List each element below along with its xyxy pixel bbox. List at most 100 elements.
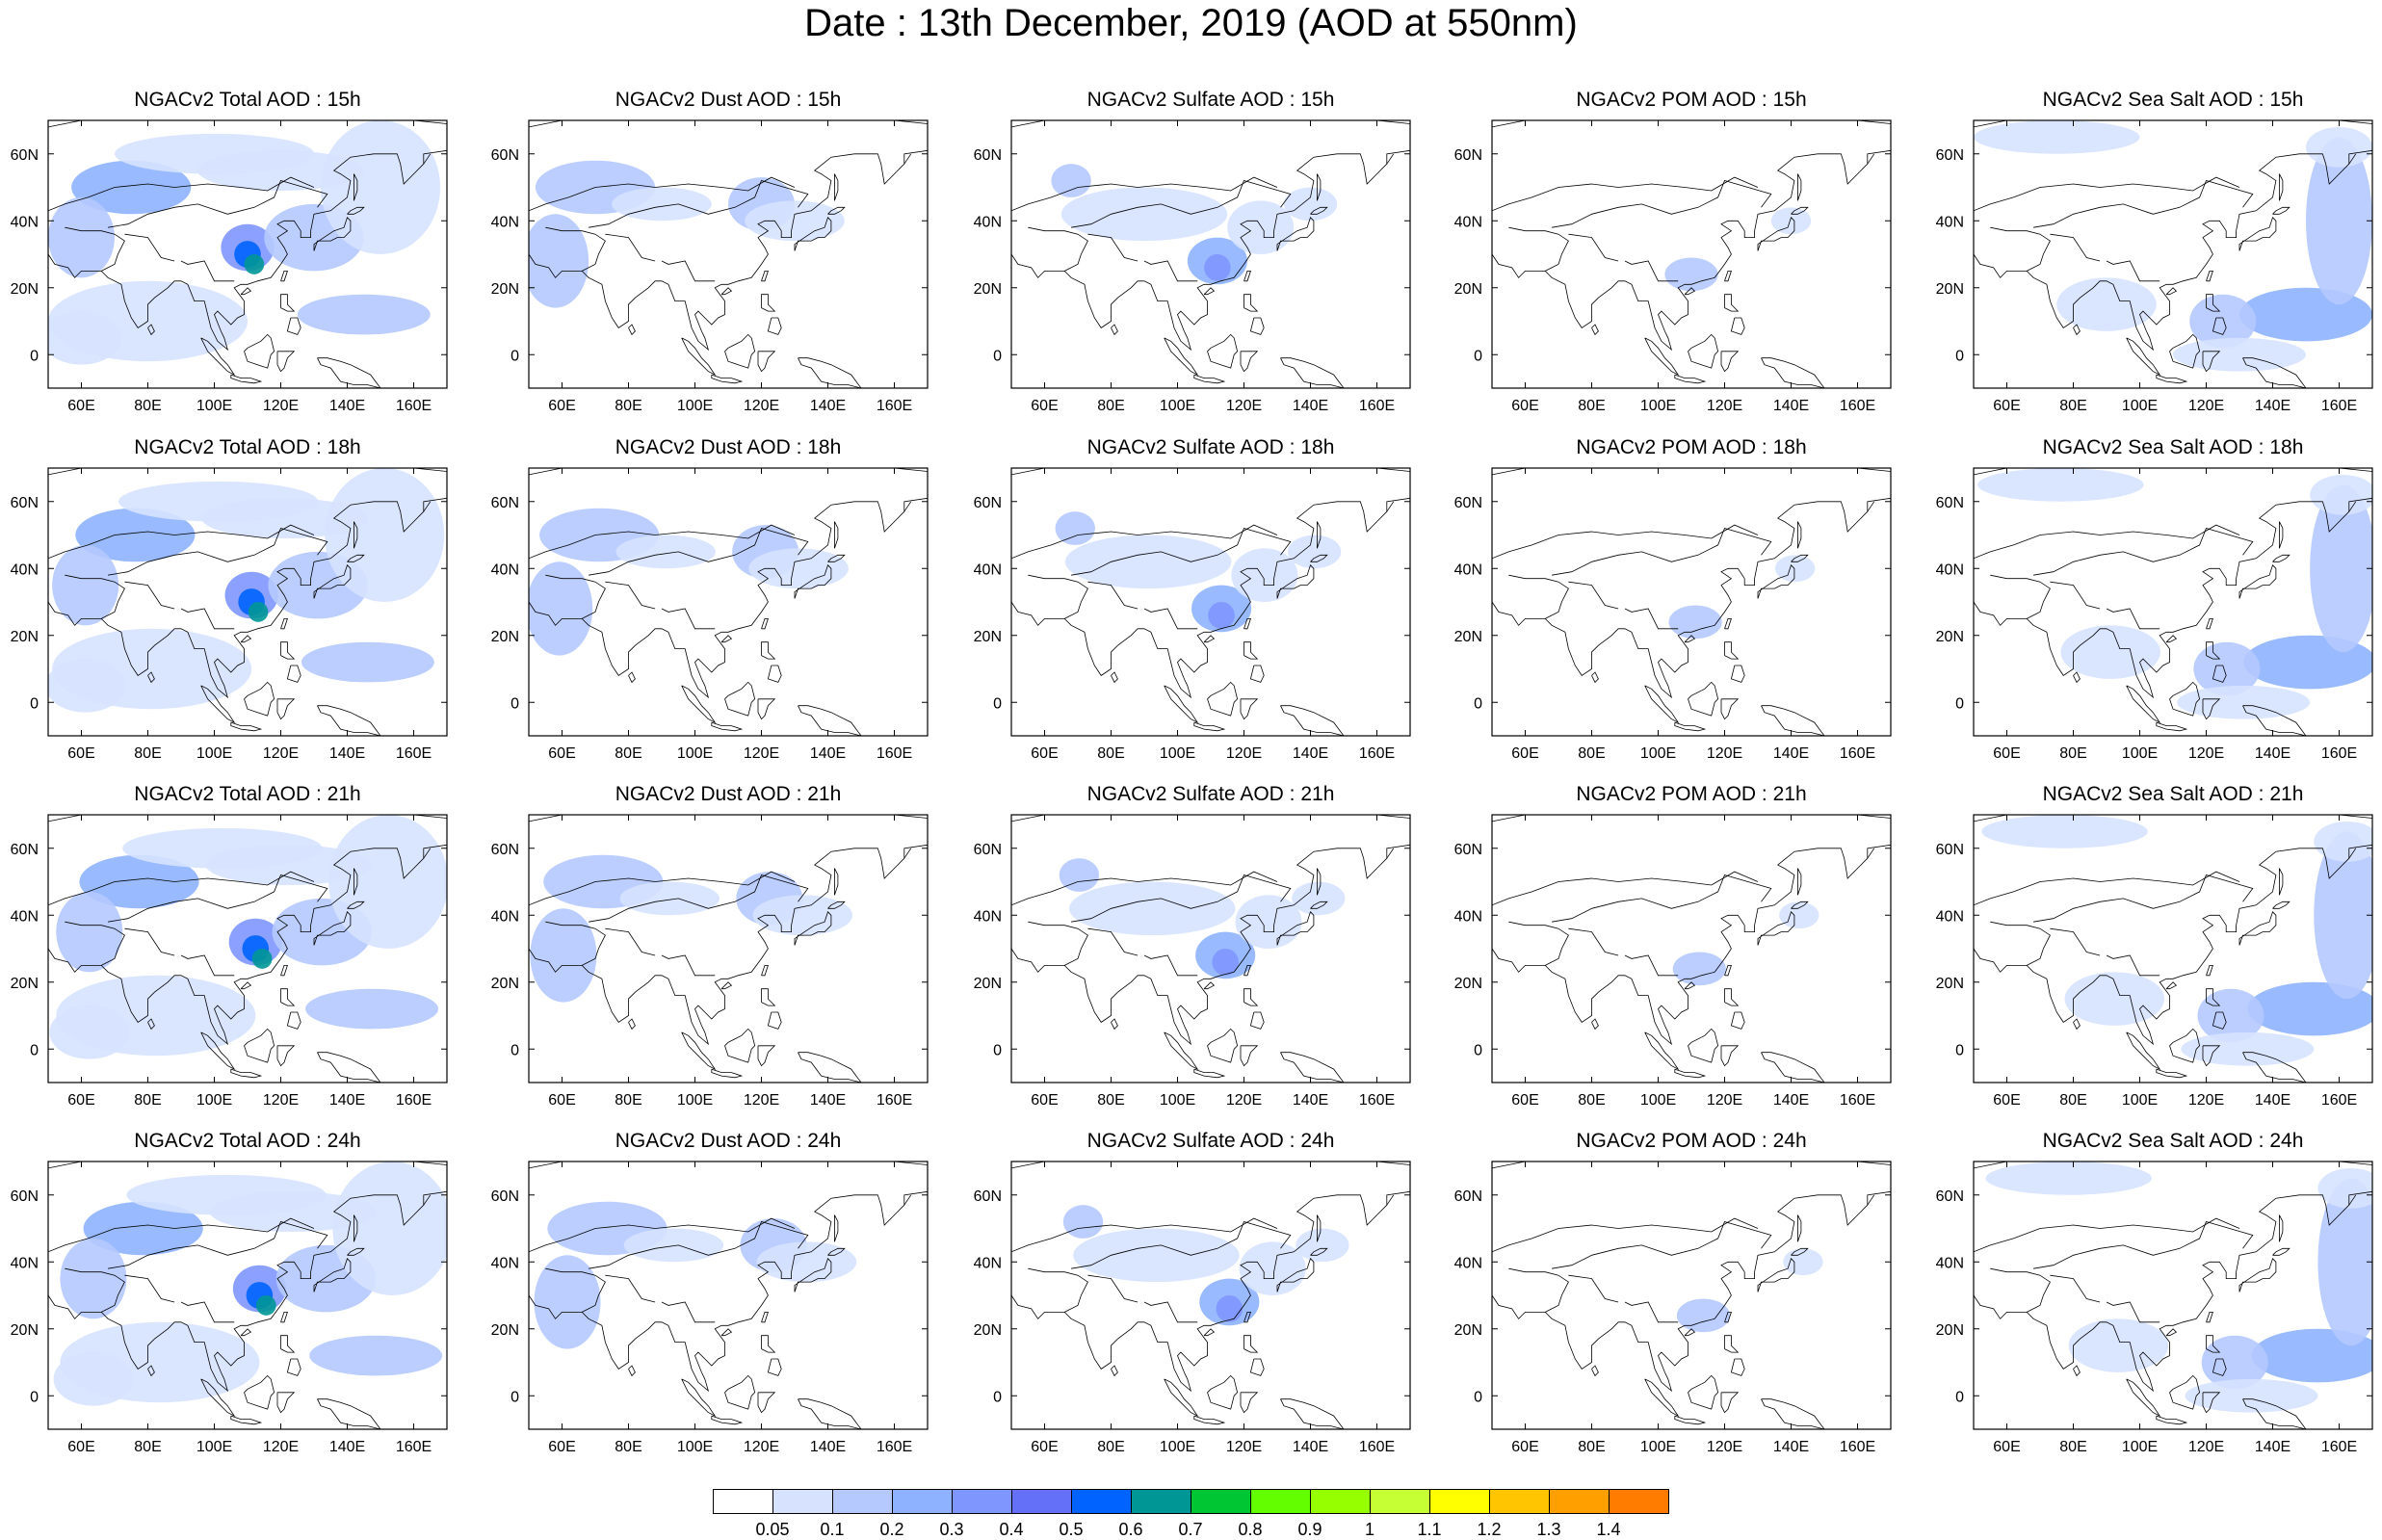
lon-tick-label: 160E [396, 398, 432, 414]
coastline [1193, 1068, 1226, 1079]
lon-tick-label: 160E [877, 1439, 912, 1455]
coastline [240, 981, 252, 990]
coastline [1143, 1301, 1198, 1323]
coastline [661, 260, 716, 282]
panel-title: NGACv2 Sea Salt AOD : 15h [2042, 89, 2304, 111]
aod-region [297, 294, 431, 335]
lon-tick-label: 80E [1097, 1439, 1124, 1455]
coastline [589, 528, 809, 576]
coastline [48, 176, 315, 212]
aod-map: 60E 80E 100E 120E 140E 160E 0 20N 40N 60N [974, 467, 1411, 762]
lat-tick-label: 0 [30, 695, 39, 712]
coastline [661, 608, 716, 630]
lon-tick-label: 120E [1226, 1439, 1262, 1455]
colorbar-label: 0.7 [1178, 1520, 1203, 1539]
coastline [2169, 681, 2201, 717]
map-frame [1973, 814, 2373, 1083]
coastline [147, 1018, 155, 1031]
lon-tick-label: 120E [1226, 745, 1262, 762]
aod-region [79, 854, 199, 909]
coastline [1044, 230, 1088, 272]
lon-tick-label: 60E [67, 398, 94, 414]
coastline [1974, 149, 2372, 352]
lon-tick-label: 60E [1511, 1092, 1538, 1109]
coastline [1011, 871, 1278, 906]
map-frame [47, 1161, 448, 1430]
lon-tick-label: 80E [134, 1092, 161, 1109]
lon-tick-label: 100E [196, 1092, 232, 1109]
aod-region [2060, 625, 2160, 679]
coastline [661, 1301, 716, 1323]
lat-tick-label: 40N [491, 1255, 519, 1271]
coastline [180, 954, 235, 977]
coastline [2242, 357, 2307, 388]
aod-region [2064, 972, 2165, 1026]
lat-tick-label: 20N [1936, 629, 1964, 645]
coastline [230, 1415, 263, 1425]
coastline [2278, 868, 2284, 896]
coastline [180, 1301, 235, 1323]
coastline [244, 681, 275, 717]
aod-field [48, 815, 447, 1083]
lat-tick-label: 40N [974, 1255, 1002, 1271]
coastline [276, 351, 296, 373]
lat-tick-label: 0 [30, 1042, 39, 1058]
map-frame [1010, 1161, 1411, 1430]
lon-tick-label: 120E [744, 1439, 779, 1455]
aod-region [71, 160, 192, 215]
coastline [1730, 1358, 1745, 1376]
lon-tick-label: 80E [134, 398, 161, 414]
coastline [347, 901, 365, 909]
lat-tick-label: 40N [11, 1255, 39, 1271]
lat-tick-label: 0 [510, 1389, 519, 1405]
coastline [1243, 964, 1251, 977]
lon-tick-label: 60E [1511, 745, 1538, 762]
coastline [2165, 635, 2178, 643]
coastline [724, 333, 756, 369]
lon-tick-label: 60E [548, 745, 575, 762]
lon-tick-label: 120E [263, 398, 299, 414]
aod-region [1770, 207, 1812, 235]
lon-tick-label: 140E [1293, 1092, 1328, 1109]
lon-tick-label: 140E [1773, 745, 1809, 762]
lon-tick-label: 100E [1160, 1439, 1195, 1455]
lon-tick-label: 100E [2122, 1092, 2158, 1109]
coastline [827, 554, 846, 562]
lon-tick-label: 60E [1511, 1439, 1538, 1455]
coastline [1724, 294, 1740, 312]
aod-region [2185, 1378, 2318, 1413]
aod-region [745, 200, 845, 242]
lat-tick-label: 20N [491, 1322, 519, 1339]
colorbar-label: 0.2 [879, 1520, 904, 1539]
coastline [124, 581, 175, 610]
panel-title: NGACv2 Sulfate AOD : 18h [1086, 436, 1335, 458]
coastline [1310, 554, 1328, 562]
coastline [833, 173, 839, 201]
lon-tick-label: 160E [396, 1439, 432, 1455]
lat-tick-label: 40N [974, 561, 1002, 578]
coastline [108, 874, 328, 923]
aod-map: 60E 80E 100E 120E 140E 160E 0 20N 40N 60N [1936, 1161, 2373, 1455]
lon-tick-label: 140E [329, 398, 365, 414]
coastline [1280, 1052, 1345, 1083]
coastline [286, 665, 301, 683]
coastline [1591, 324, 1599, 336]
coastline [903, 501, 912, 512]
coastline [1867, 1194, 1875, 1206]
aod-region [2173, 337, 2306, 372]
coastline [353, 521, 358, 549]
colorbar-label: 1.2 [1477, 1520, 1502, 1539]
aod-region [305, 988, 439, 1030]
coastline [48, 1217, 315, 1253]
coastline [1143, 260, 1198, 282]
lon-tick-label: 80E [134, 1439, 161, 1455]
lon-tick-label: 60E [1511, 398, 1538, 414]
lat-tick-label: 0 [1474, 695, 1482, 712]
coastline [903, 848, 912, 859]
aod-field [1011, 120, 1410, 388]
coastline [2272, 554, 2290, 562]
colorbar-swatch [1071, 1489, 1132, 1514]
coastline [1386, 848, 1395, 859]
lon-tick-label: 140E [1773, 398, 1809, 414]
coastline [1724, 617, 1732, 630]
